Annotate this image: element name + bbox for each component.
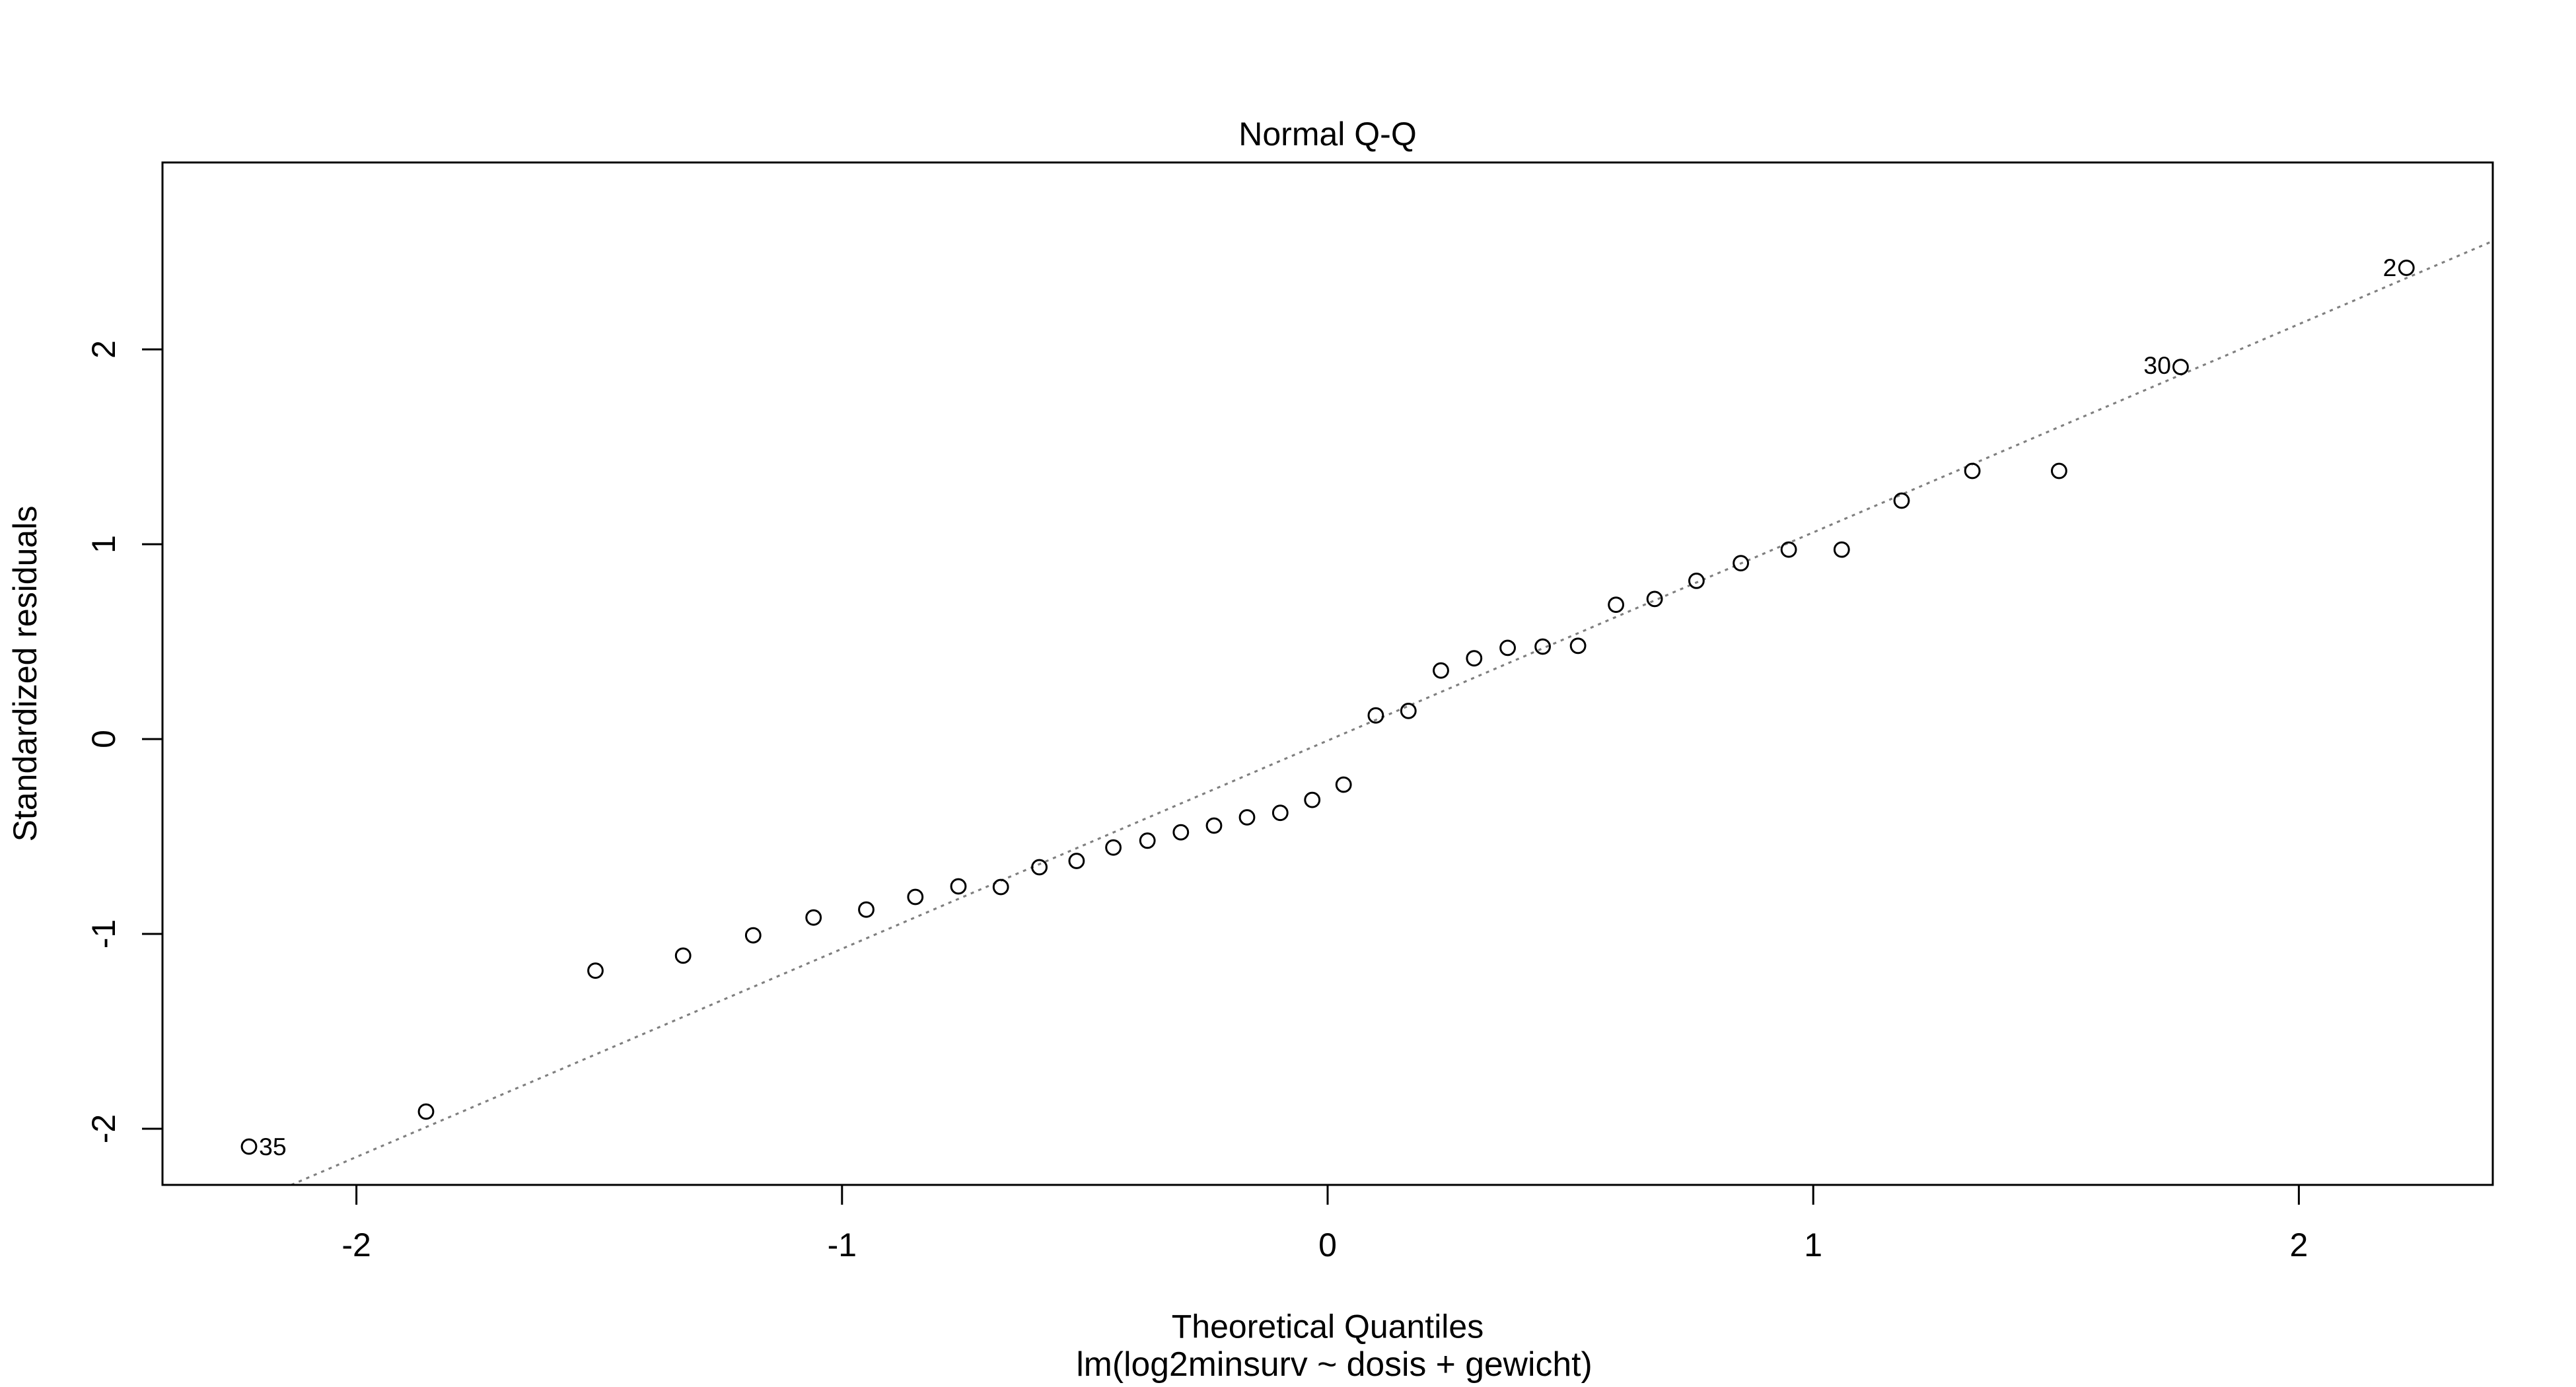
svg-text:-2: -2 [341,1227,371,1263]
svg-text:2: 2 [2289,1227,2308,1263]
svg-text:30: 30 [2143,351,2171,379]
svg-text:1: 1 [1804,1227,1822,1263]
svg-text:-1: -1 [828,1227,857,1263]
svg-text:0: 0 [85,730,122,748]
svg-text:0: 0 [1318,1227,1337,1263]
svg-text:lm(log2minsurv ~ dosis + gewic: lm(log2minsurv ~ dosis + gewicht) [1076,1345,1592,1383]
svg-text:2: 2 [2383,254,2397,281]
svg-text:2: 2 [85,340,122,359]
svg-text:Normal Q-Q: Normal Q-Q [1238,116,1416,153]
svg-text:Standardized residuals: Standardized residuals [7,506,44,842]
svg-text:-1: -1 [85,919,122,948]
svg-text:Theoretical Quantiles: Theoretical Quantiles [1172,1308,1484,1345]
svg-text:-2: -2 [85,1114,122,1143]
svg-text:35: 35 [259,1133,287,1160]
svg-text:1: 1 [85,535,122,553]
